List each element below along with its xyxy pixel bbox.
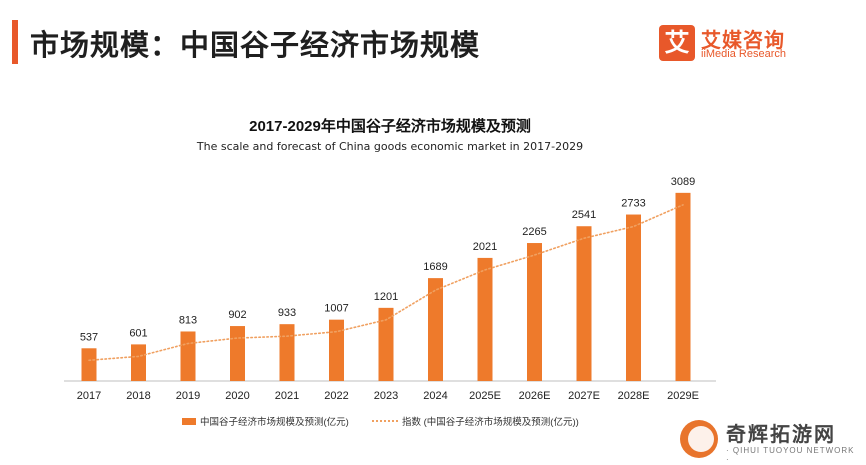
x-tick-label-2019: 2019 — [176, 390, 200, 402]
bar-2017 — [81, 348, 97, 381]
legend-swatch-bars — [182, 417, 196, 425]
bar-2024 — [428, 278, 443, 381]
logo-mark-icon: 艾 — [659, 25, 695, 61]
legend-item-line: 指数 (中国谷子经济市场规模及预测(亿元)) — [372, 414, 579, 428]
data-label-2019: 813 — [179, 314, 197, 326]
x-tick-label-2017: 2017 — [77, 390, 101, 402]
logo-name-en: iiMedia Research — [701, 48, 786, 60]
data-label-2022: 1007 — [324, 303, 348, 315]
bar-2026E — [527, 243, 542, 381]
x-tick-label-2027E: 2027E — [568, 390, 600, 402]
bar-2019 — [180, 331, 196, 381]
data-label-2027E: 2541 — [572, 209, 596, 221]
data-label-2017: 537 — [80, 331, 98, 343]
bar-2021 — [279, 324, 295, 381]
data-label-2018: 601 — [129, 327, 147, 339]
data-label-2021: 933 — [278, 307, 296, 319]
x-tick-label-2020: 2020 — [225, 390, 249, 402]
x-tick-label-2025E: 2025E — [469, 390, 501, 402]
bar-2022 — [329, 319, 344, 381]
data-label-2024: 1689 — [423, 261, 447, 273]
x-tick-label-2029E: 2029E — [667, 390, 699, 402]
chart-subtitle: The scale and forecast of China goods ec… — [196, 140, 584, 153]
bar-2029E — [675, 192, 691, 381]
index-line — [88, 204, 684, 362]
watermark-logo-icon — [680, 420, 718, 458]
x-tick-label-2028E: 2028E — [618, 390, 650, 402]
page-title: 市场规模：中国谷子经济市场规模 — [30, 30, 481, 62]
legend-item-bars: 中国谷子经济市场规模及预测(亿元) — [182, 414, 349, 428]
data-label-2029E: 3089 — [671, 176, 695, 188]
x-tick-label-2026E: 2026E — [519, 390, 551, 402]
bar-2020 — [230, 326, 245, 381]
data-label-2020: 902 — [228, 309, 246, 321]
watermark: 奇辉拓游网 · QIHUI TUOYOU NETWORK · — [680, 418, 860, 464]
x-tick-label-2021: 2021 — [275, 390, 299, 402]
legend-label-bars: 中国谷子经济市场规模及预测(亿元) — [200, 417, 349, 428]
bar-2023 — [378, 307, 394, 381]
legend-swatch-line — [372, 420, 398, 422]
bar-2028E — [626, 214, 641, 381]
bar-2018 — [131, 344, 146, 381]
logo-name-cn: 艾媒咨询 — [701, 30, 785, 52]
bar-2027E — [576, 226, 592, 381]
x-tick-label-2023: 2023 — [374, 390, 398, 402]
chart-title: 2017-2029年中国谷子经济市场规模及预测 — [249, 118, 531, 135]
title-accent-bar — [12, 20, 18, 64]
x-tick-label-2024: 2024 — [423, 390, 447, 402]
bar-2025E — [477, 257, 493, 381]
watermark-name-cn: 奇辉拓游网 — [726, 424, 836, 446]
iimedia-logo: 艾 艾媒咨询 iiMedia Research — [659, 25, 789, 65]
watermark-name-en: · QIHUI TUOYOU NETWORK · — [726, 446, 855, 464]
x-tick-label-2018: 2018 — [126, 390, 150, 402]
x-tick-label-2022: 2022 — [324, 390, 348, 402]
data-label-2026E: 2265 — [522, 226, 546, 238]
data-label-2025E: 2021 — [473, 241, 497, 253]
legend-label-line: 指数 (中国谷子经济市场规模及预测(亿元)) — [402, 417, 579, 428]
data-label-2023: 1201 — [374, 291, 398, 303]
data-label-2028E: 2733 — [621, 198, 645, 210]
